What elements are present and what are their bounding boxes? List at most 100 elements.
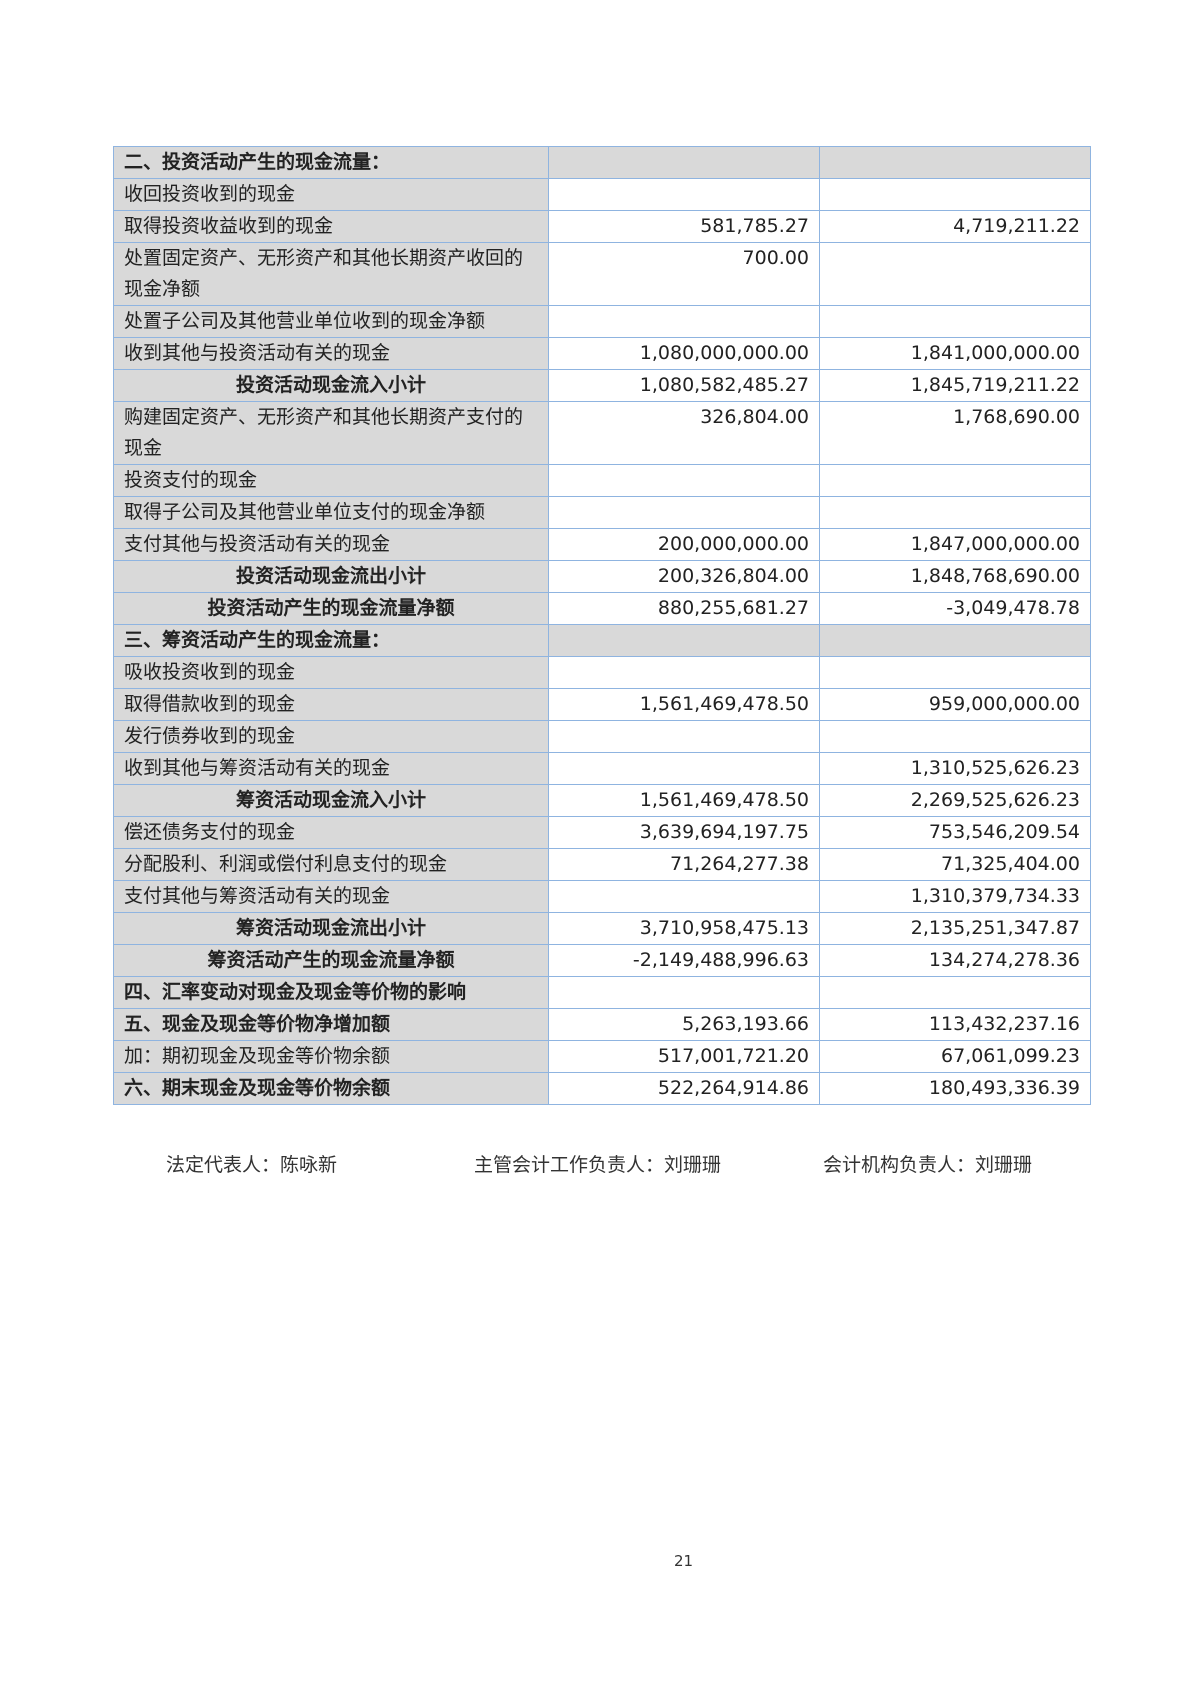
row-label: 五、现金及现金等价物净增加额 <box>113 1008 549 1041</box>
prior-period-value: 1,845,719,211.22 <box>819 369 1091 402</box>
row-label: 投资支付的现金 <box>113 464 549 497</box>
accounting-head: 主管会计工作负责人：刘珊珊 <box>474 1154 722 1176</box>
table-row: 取得子公司及其他营业单位支付的现金净额 <box>113 496 1091 529</box>
prior-period-value <box>819 624 1091 657</box>
row-label: 收回投资收到的现金 <box>113 178 549 211</box>
table-row: 支付其他与筹资活动有关的现金 1,310,379,734.33 <box>113 880 1091 913</box>
row-label: 取得借款收到的现金 <box>113 688 549 721</box>
current-period-value <box>548 305 820 338</box>
table-row: 处置固定资产、无形资产和其他长期资产收回的现金净额 700.00 <box>113 242 1091 306</box>
current-period-value <box>548 720 820 753</box>
row-label: 分配股利、利润或偿付利息支付的现金 <box>113 848 549 881</box>
table-row: 购建固定资产、无形资产和其他长期资产支付的现金 326,804.00 1,768,6… <box>113 401 1091 465</box>
table-row: 筹资活动产生的现金流量净额 -2,149,488,996.63 134,274,27… <box>113 944 1091 977</box>
prior-period-value: 67,061,099.23 <box>819 1040 1091 1073</box>
prior-period-value: 1,847,000,000.00 <box>819 528 1091 561</box>
table-row: 吸收投资收到的现金 <box>113 656 1091 689</box>
current-period-value: 200,326,804.00 <box>548 560 820 593</box>
current-period-value: 1,080,000,000.00 <box>548 337 820 370</box>
current-period-value <box>548 464 820 497</box>
prior-period-value <box>819 305 1091 338</box>
current-period-value: 880,255,681.27 <box>548 592 820 625</box>
prior-period-value: 134,274,278.36 <box>819 944 1091 977</box>
table-row: 投资活动产生的现金流量净额 880,255,681.27 -3,049,478.78 <box>113 592 1091 625</box>
current-period-value: 71,264,277.38 <box>548 848 820 881</box>
row-label: 处置子公司及其他营业单位收到的现金净额 <box>113 305 549 338</box>
prior-period-value: 2,135,251,347.87 <box>819 912 1091 945</box>
prior-period-value: -3,049,478.78 <box>819 592 1091 625</box>
prior-period-value <box>819 146 1091 179</box>
legal-representative: 法定代表人：陈咏新 <box>166 1154 338 1176</box>
table-row: 偿还债务支付的现金 3,639,694,197.75 753,546,209.54 <box>113 816 1091 849</box>
table-row: 分配股利、利润或偿付利息支付的现金 71,264,277.38 71,325,404… <box>113 848 1091 881</box>
prior-period-value <box>819 976 1091 1009</box>
page-number: 21 <box>674 1552 694 1570</box>
current-period-value: 700.00 <box>548 242 820 306</box>
row-label: 取得子公司及其他营业单位支付的现金净额 <box>113 496 549 529</box>
row-label: 偿还债务支付的现金 <box>113 816 549 849</box>
row-label: 筹资活动现金流入小计 <box>113 784 549 817</box>
row-label: 二、投资活动产生的现金流量： <box>113 146 549 179</box>
prior-period-value <box>819 178 1091 211</box>
row-label: 三、筹资活动产生的现金流量： <box>113 624 549 657</box>
prior-period-value <box>819 720 1091 753</box>
prior-period-value <box>819 656 1091 689</box>
prior-period-value: 4,719,211.22 <box>819 210 1091 243</box>
table-row: 发行债券收到的现金 <box>113 720 1091 753</box>
row-label: 六、期末现金及现金等价物余额 <box>113 1072 549 1105</box>
current-period-value: 1,080,582,485.27 <box>548 369 820 402</box>
current-period-value <box>548 656 820 689</box>
row-label: 购建固定资产、无形资产和其他长期资产支付的现金 <box>113 401 549 465</box>
table-row: 取得投资收益收到的现金 581,785.27 4,719,211.22 <box>113 210 1091 243</box>
current-period-value: 326,804.00 <box>548 401 820 465</box>
table-row: 收回投资收到的现金 <box>113 178 1091 211</box>
prior-period-value: 71,325,404.00 <box>819 848 1091 881</box>
table-row: 支付其他与投资活动有关的现金 200,000,000.00 1,847,000,00… <box>113 528 1091 561</box>
row-label: 投资活动现金流入小计 <box>113 369 549 402</box>
prior-period-value: 113,432,237.16 <box>819 1008 1091 1041</box>
row-label: 收到其他与筹资活动有关的现金 <box>113 752 549 785</box>
table-row: 六、期末现金及现金等价物余额 522,264,914.86 180,493,336.… <box>113 1072 1091 1105</box>
current-period-value: 517,001,721.20 <box>548 1040 820 1073</box>
prior-period-value <box>819 464 1091 497</box>
current-period-value: 581,785.27 <box>548 210 820 243</box>
current-period-value <box>548 496 820 529</box>
row-label: 投资活动现金流出小计 <box>113 560 549 593</box>
table-row: 三、筹资活动产生的现金流量： <box>113 624 1091 657</box>
table-row: 四、汇率变动对现金及现金等价物的影响 <box>113 976 1091 1009</box>
table-row: 筹资活动现金流入小计 1,561,469,478.50 2,269,525,626.… <box>113 784 1091 817</box>
row-label: 处置固定资产、无形资产和其他长期资产收回的现金净额 <box>113 242 549 306</box>
row-label: 四、汇率变动对现金及现金等价物的影响 <box>113 976 549 1009</box>
row-label: 支付其他与投资活动有关的现金 <box>113 528 549 561</box>
prior-period-value: 1,841,000,000.00 <box>819 337 1091 370</box>
table-row: 二、投资活动产生的现金流量： <box>113 146 1091 179</box>
current-period-value: 1,561,469,478.50 <box>548 688 820 721</box>
table-row: 投资活动现金流入小计 1,080,582,485.27 1,845,719,211.… <box>113 369 1091 402</box>
prior-period-value <box>819 496 1091 529</box>
prior-period-value: 753,546,209.54 <box>819 816 1091 849</box>
prior-period-value: 180,493,336.39 <box>819 1072 1091 1105</box>
row-label: 投资活动产生的现金流量净额 <box>113 592 549 625</box>
prior-period-value: 1,848,768,690.00 <box>819 560 1091 593</box>
table-row: 收到其他与筹资活动有关的现金 1,310,525,626.23 <box>113 752 1091 785</box>
row-label: 取得投资收益收到的现金 <box>113 210 549 243</box>
current-period-value: 5,263,193.66 <box>548 1008 820 1041</box>
prior-period-value: 1,310,379,734.33 <box>819 880 1091 913</box>
table-row: 筹资活动现金流出小计 3,710,958,475.13 2,135,251,347.… <box>113 912 1091 945</box>
current-period-value <box>548 624 820 657</box>
table-row: 投资支付的现金 <box>113 464 1091 497</box>
prior-period-value: 2,269,525,626.23 <box>819 784 1091 817</box>
table-row: 加：期初现金及现金等价物余额 517,001,721.20 67,061,099.2… <box>113 1040 1091 1073</box>
table-row: 收到其他与投资活动有关的现金 1,080,000,000.00 1,841,000,… <box>113 337 1091 370</box>
current-period-value: 200,000,000.00 <box>548 528 820 561</box>
table-row: 处置子公司及其他营业单位收到的现金净额 <box>113 305 1091 338</box>
row-label: 加：期初现金及现金等价物余额 <box>113 1040 549 1073</box>
current-period-value <box>548 752 820 785</box>
current-period-value <box>548 146 820 179</box>
row-label: 筹资活动现金流出小计 <box>113 912 549 945</box>
current-period-value: 3,639,694,197.75 <box>548 816 820 849</box>
current-period-value: 3,710,958,475.13 <box>548 912 820 945</box>
row-label: 发行债券收到的现金 <box>113 720 549 753</box>
current-period-value <box>548 976 820 1009</box>
current-period-value <box>548 178 820 211</box>
